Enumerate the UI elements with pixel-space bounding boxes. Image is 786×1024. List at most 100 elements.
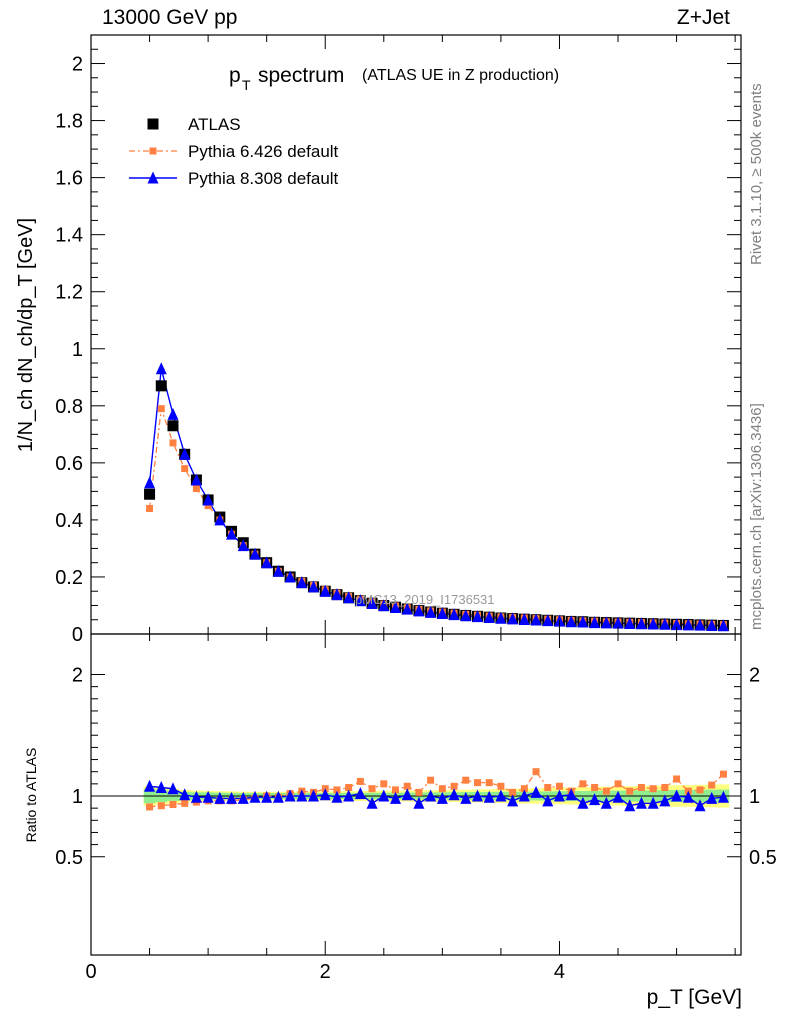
ratio-pythia6-point — [169, 801, 177, 809]
ratio-pythia6-point — [696, 786, 704, 794]
ratio-pythia8-point — [378, 789, 390, 802]
ratio-pythia8-point — [682, 790, 694, 803]
ratio-pythia8-point — [471, 789, 483, 802]
pythia6-point — [157, 405, 165, 413]
ratio-pythia6-point — [555, 782, 563, 790]
ratio-pythia6-point — [438, 785, 446, 793]
ratio-pythia8-point — [366, 796, 378, 809]
main-y-axis-label: 1/N_ch dN_ch/dp_T [GeV] — [15, 218, 37, 452]
main-series — [144, 362, 729, 632]
ratio-pythia8-point — [483, 790, 495, 803]
pythia8-point — [682, 618, 694, 631]
ratio-pythia6-point — [661, 783, 669, 791]
ratio-pythia6-point — [602, 787, 610, 795]
ratio-pythia6-line — [149, 770, 724, 808]
process-label: Z+Jet — [676, 6, 730, 29]
mcplots-label: mcplots.cern.ch [arXiv:1306.3436] — [748, 403, 765, 630]
pythia8-point — [249, 547, 261, 560]
watermark: pMC13_2019_I1736531 — [355, 592, 495, 607]
ratio-pythia6-point — [719, 770, 727, 778]
ratio-pythia8-point — [436, 791, 448, 804]
ratio-y-tick-label: 1 — [72, 786, 83, 808]
pythia8-point — [565, 615, 577, 628]
pythia8-point — [671, 618, 683, 631]
pythia8-point — [354, 594, 366, 607]
pythia8-point — [308, 580, 320, 593]
ratio-pythia8-point — [495, 789, 507, 802]
pythia8-point — [706, 618, 718, 631]
pythia8-point — [144, 476, 156, 489]
ratio-pythia6-point — [181, 799, 189, 807]
rivet-label: Rivet 3.1.10, ≥ 500k events — [748, 83, 765, 265]
ratio-pythia8-point — [647, 796, 659, 809]
legend: ATLAS Pythia 6.426 default Pythia 8.308 de… — [129, 115, 339, 188]
pythia8-point — [401, 602, 413, 615]
pythia8-point — [600, 616, 612, 629]
ratio-pythia8-point — [425, 789, 437, 802]
pythia8-point — [612, 616, 624, 629]
ratio-pythia6-point — [427, 776, 435, 784]
x-axis-label: p_T [GeV] — [647, 986, 742, 1009]
pythia8-point — [390, 600, 402, 613]
ratio-pythia8-point — [448, 788, 460, 801]
ratio-pythia8-point — [706, 791, 718, 804]
ratio-pythia6-point — [520, 785, 528, 793]
ratio-pythia8-point — [202, 790, 214, 803]
pythia8-point — [448, 608, 460, 621]
ratio-pythia8-point — [331, 790, 343, 803]
legend-pythia8-marker — [147, 171, 159, 184]
ratio-pythia8-point — [589, 793, 601, 806]
pythia6-point — [181, 465, 189, 473]
energy-label: 13000 GeV pp — [102, 6, 238, 29]
pythia8-point — [436, 606, 448, 619]
ratio-y-tick-label-right: 2 — [749, 665, 760, 687]
ratio-pythia8-point — [308, 789, 320, 802]
pythia8-point — [284, 570, 296, 583]
pythia8-point — [694, 618, 706, 631]
pythia8-point — [495, 611, 507, 624]
x-tick-label: 2 — [320, 961, 331, 983]
main-y-tick-label: 0.2 — [55, 567, 83, 589]
ratio-pythia6-point — [497, 782, 505, 790]
main-y-tick-label: 1.4 — [55, 225, 83, 247]
pythia8-point — [518, 612, 530, 625]
ratio-pythia8-point — [261, 790, 273, 803]
ratio-pythia8-point — [624, 799, 636, 812]
legend-entry-label: Pythia 8.308 default — [188, 169, 339, 188]
pythia8-point — [319, 584, 331, 597]
ratio-pythia8-point — [553, 789, 565, 802]
legend-atlas-marker — [147, 118, 159, 130]
main-y-tick-label: 1.2 — [55, 282, 83, 304]
ratio-pythia8-point — [155, 780, 167, 793]
pythia8-point — [214, 513, 226, 526]
main-y-tick-label: 2 — [72, 54, 83, 76]
pythia8-point — [190, 473, 202, 486]
ratio-pythia8-point — [717, 790, 729, 803]
ratio-pythia8-point — [144, 779, 156, 792]
pythia8-point — [226, 527, 238, 540]
ratio-pythia6-point — [473, 779, 481, 787]
ratio-pythia8-point — [319, 788, 331, 801]
pythia8-point — [343, 591, 355, 604]
ratio-pythia6-point — [345, 783, 353, 791]
ratio-y-axis-label: Ratio to ATLAS — [23, 748, 39, 843]
ratio-y-tick-label-right: 0.5 — [749, 847, 777, 869]
ratio-pythia6-point — [392, 786, 400, 794]
ratio-pythia8-point — [214, 791, 226, 804]
ratio-pythia8-point — [577, 796, 589, 809]
ratio-pythia6-point — [626, 787, 634, 795]
ratio-pythia8-point — [413, 796, 425, 809]
pythia8-point — [483, 610, 495, 623]
ratio-pythia8-point — [612, 790, 624, 803]
ratio-plot-frame — [90, 633, 742, 956]
pythia8-point — [647, 617, 659, 630]
ratio-frame — [90, 633, 742, 956]
atlas-point — [167, 420, 179, 432]
ratio-pythia6-point — [380, 780, 388, 788]
main-y-tick-label: 0.6 — [55, 453, 83, 475]
ratio-pythia8-point — [354, 787, 366, 800]
axis-ticks: 0 0.2 0.4 0.6 0.8 1 1.2 1.4 1.6 1.8 2 0 2 4 0.5 0.5 1 1 2 2 — [55, 34, 777, 983]
pythia8-point — [272, 564, 284, 577]
pythia6-point — [146, 504, 154, 512]
